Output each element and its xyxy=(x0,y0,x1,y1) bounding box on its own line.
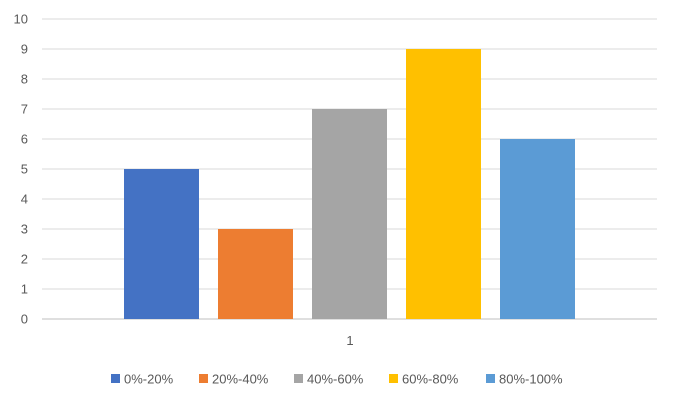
bar-0%-20% xyxy=(124,169,199,319)
legend: 0%-20% 20%-40% 40%-60% 60%-80% 80%-100% xyxy=(111,372,563,387)
legend-swatch-0%-20% xyxy=(111,374,120,383)
legend-swatch-80%-100% xyxy=(486,374,495,383)
y-axis-ticks: 0 1 2 3 4 5 6 7 8 9 10 xyxy=(14,12,28,327)
bar-20%-40% xyxy=(218,229,293,319)
bar-60%-80% xyxy=(406,49,481,319)
y-tick-label: 0 xyxy=(21,312,28,327)
legend-label-60%-80%: 60%-80% xyxy=(402,372,459,387)
y-tick-label: 4 xyxy=(21,192,28,207)
legend-swatch-40%-60% xyxy=(294,374,303,383)
legend-label-0%-20%: 0%-20% xyxy=(124,372,174,387)
legend-label-20%-40%: 20%-40% xyxy=(212,372,269,387)
y-tick-label: 2 xyxy=(21,252,28,267)
bars xyxy=(124,49,575,319)
y-tick-label: 10 xyxy=(14,12,28,27)
legend-swatch-20%-40% xyxy=(199,374,208,383)
y-tick-label: 3 xyxy=(21,222,28,237)
y-tick-label: 1 xyxy=(21,282,28,297)
bar-40%-60% xyxy=(312,109,387,319)
bar-80%-100% xyxy=(500,139,575,319)
y-tick-label: 9 xyxy=(21,42,28,57)
y-tick-label: 7 xyxy=(21,102,28,117)
legend-label-40%-60%: 40%-60% xyxy=(307,372,364,387)
legend-label-80%-100%: 80%-100% xyxy=(499,372,563,387)
y-tick-label: 8 xyxy=(21,72,28,87)
x-tick-label: 1 xyxy=(346,333,353,348)
y-tick-label: 5 xyxy=(21,162,28,177)
y-tick-label: 6 xyxy=(21,132,28,147)
legend-swatch-60%-80% xyxy=(389,374,398,383)
x-axis-ticks: 1 xyxy=(346,333,353,348)
